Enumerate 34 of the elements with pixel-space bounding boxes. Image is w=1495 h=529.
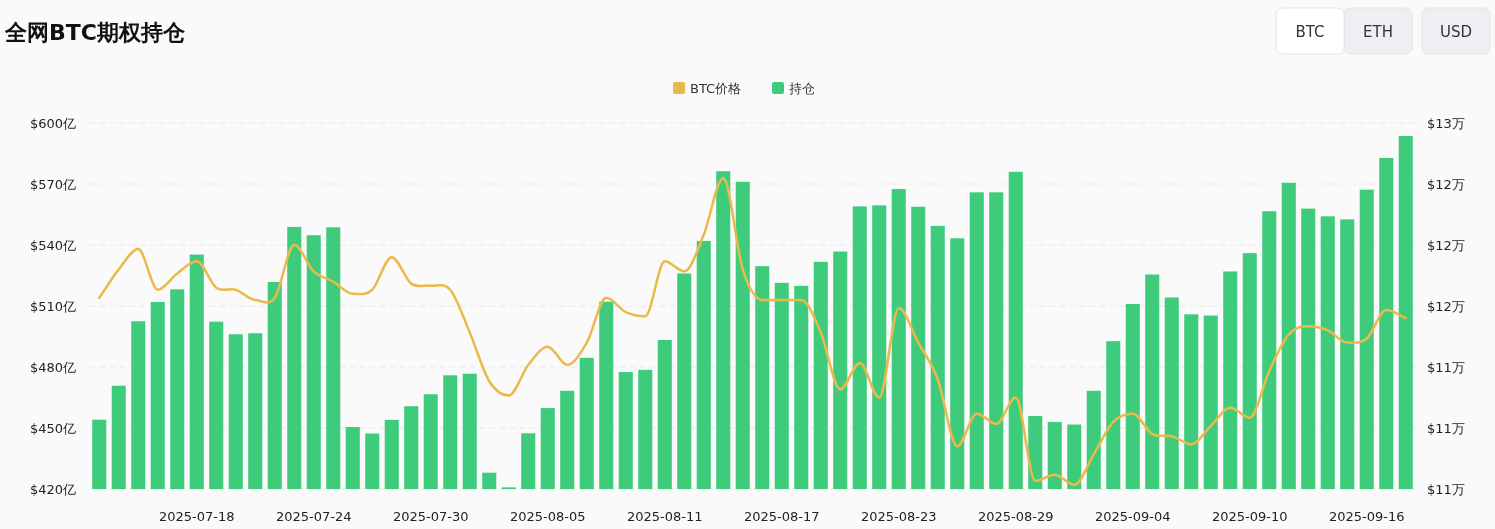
y2-tick-label: $11万 bbox=[1427, 360, 1465, 375]
x-tick-label: 2025-07-18 bbox=[158, 509, 235, 524]
x-tick-label: 2025-08-23 bbox=[860, 509, 937, 524]
y-tick-label: $570亿 bbox=[29, 177, 76, 192]
y2-tick-label: $13万 bbox=[1427, 116, 1465, 131]
x-tick-label: 2025-07-24 bbox=[275, 509, 352, 524]
y2-tick-label: $11万 bbox=[1427, 482, 1465, 497]
legend-label: 持仓 bbox=[789, 81, 815, 96]
y2-tick-label: $12万 bbox=[1427, 238, 1465, 253]
x-tick-label: 2025-08-17 bbox=[743, 509, 820, 524]
control: ETH bbox=[1343, 7, 1413, 55]
y-tick-label: $600亿 bbox=[29, 116, 76, 131]
y-tick-label: $540亿 bbox=[29, 238, 76, 253]
y-tick-label: $420亿 bbox=[29, 482, 76, 497]
x-tick-label: 2025-09-16 bbox=[1328, 509, 1405, 524]
y2-tick-label: $12万 bbox=[1427, 177, 1465, 192]
y2-tick-label: $11万 bbox=[1427, 421, 1465, 436]
legend-item: 持仓 bbox=[772, 81, 815, 96]
x-tick-label: 2025-08-29 bbox=[977, 509, 1054, 524]
x-tick-label: 2025-09-04 bbox=[1094, 509, 1171, 524]
x-tick-label: 2025-08-05 bbox=[509, 509, 586, 524]
y-tick-label: $450亿 bbox=[29, 421, 76, 436]
chart-title: 全网BTC期权持仓 bbox=[4, 20, 186, 45]
x-tick-label: 2025-08-11 bbox=[626, 509, 703, 524]
y-tick-label: $480亿 bbox=[29, 360, 76, 375]
x-tick-label: 2025-09-10 bbox=[1211, 509, 1288, 524]
y-tick-label: $510亿 bbox=[29, 299, 76, 314]
control: BTC bbox=[1275, 7, 1345, 55]
legend-label: BTC价格 bbox=[690, 81, 742, 96]
y2-tick-label: $12万 bbox=[1427, 299, 1465, 314]
control: USD bbox=[1421, 7, 1491, 55]
x-tick-label: 2025-07-30 bbox=[392, 509, 469, 524]
legend-item: BTC价格 bbox=[673, 81, 742, 96]
line-series bbox=[98, 176, 1407, 487]
